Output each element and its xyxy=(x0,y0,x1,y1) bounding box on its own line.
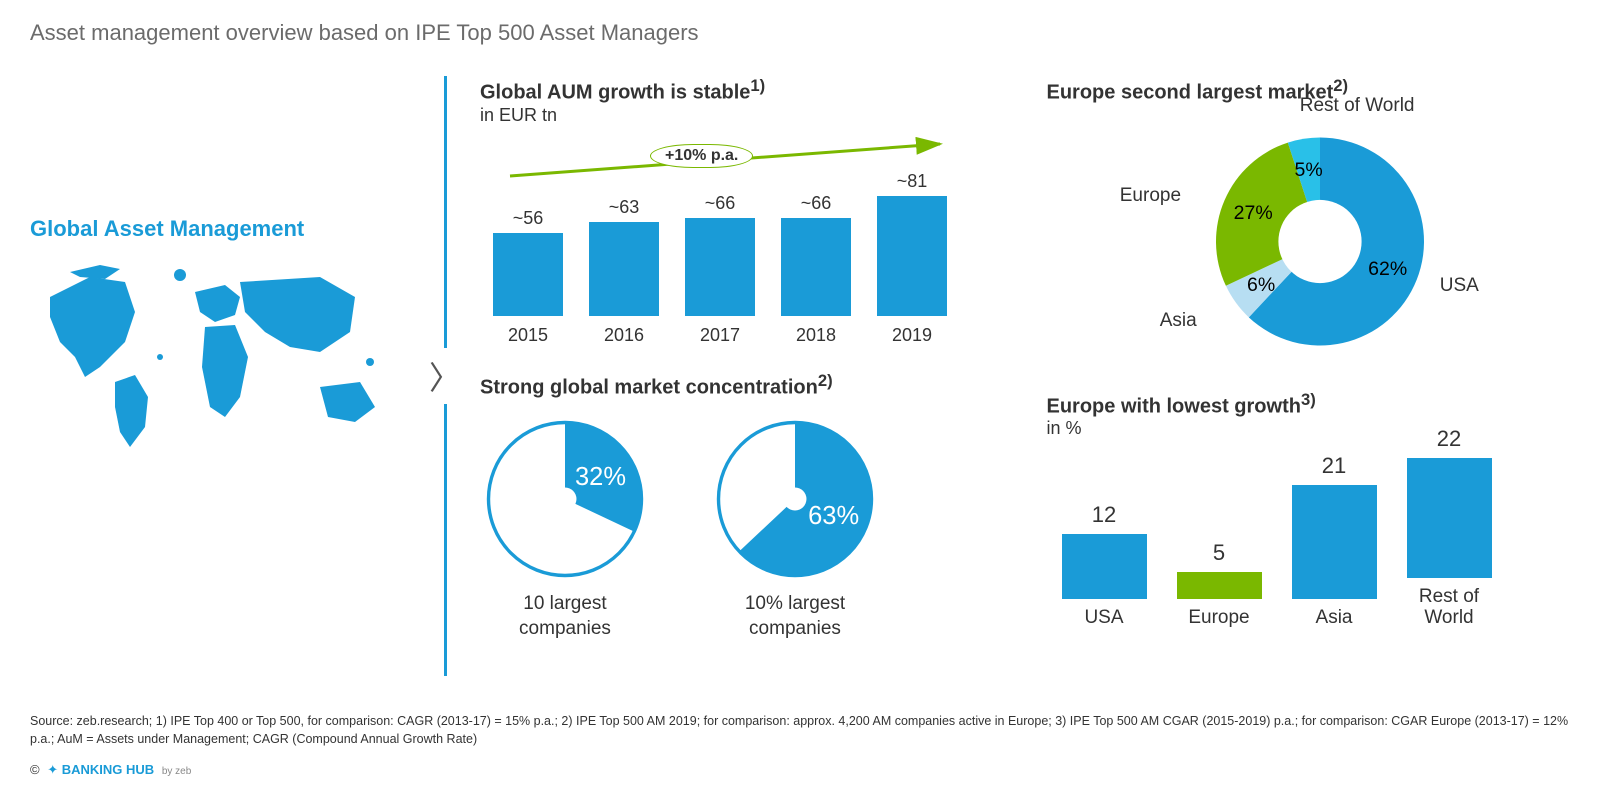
aum-bar-rect xyxy=(781,218,851,316)
growth-bar-rect xyxy=(1292,485,1377,600)
donut-pct-label: 5% xyxy=(1294,159,1322,181)
aum-bar-year: 2016 xyxy=(584,325,664,346)
aum-bar-year: 2018 xyxy=(776,325,856,346)
concentration-title-text: Strong global market concentration xyxy=(480,376,818,398)
divider-column: 〉 xyxy=(430,76,460,676)
aum-bar-rect xyxy=(685,218,755,316)
growth-bar-label: Asia xyxy=(1316,607,1353,629)
aum-bar-year: 2015 xyxy=(488,325,568,346)
aum-bar: ~66 xyxy=(776,193,856,316)
aum-bar-chart: +10% p.a. ~56~63~66~66~81 20152016201720… xyxy=(480,136,960,346)
aum-labels-row: 2015 2016 2017 2018 2019 xyxy=(480,325,960,346)
growth-bar-chart: 12USA5Europe21Asia22Rest ofWorld xyxy=(1047,449,1507,629)
growth-bar-rect xyxy=(1407,458,1492,578)
concentration-pie-svg: 32% xyxy=(480,414,650,584)
growth-bar-label: Rest ofWorld xyxy=(1419,586,1479,630)
growth-bar-rect xyxy=(1177,572,1262,599)
aum-chart-panel: Global AUM growth is stable1) in EUR tn … xyxy=(480,76,1027,346)
concentration-pie-svg: 63% xyxy=(710,414,880,584)
footer-brand-text: BANKING HUB xyxy=(62,762,154,777)
aum-bar-value: ~56 xyxy=(513,208,544,229)
growth-bar-rect xyxy=(1062,534,1147,599)
concentration-title: Strong global market concentration2) xyxy=(480,371,1027,400)
donut-chart: 62% 6% 27% 5% xyxy=(1190,105,1450,365)
growth-subtitle: in % xyxy=(1047,418,1594,439)
footer-logo-icon: ✦ xyxy=(47,762,58,777)
growth-bar-value: 12 xyxy=(1092,502,1116,528)
copyright-icon: © xyxy=(30,762,40,777)
growth-bar: 21 Asia xyxy=(1284,453,1384,629)
main-grid: Global Asset Management xyxy=(30,76,1593,676)
aum-bars-row: ~56 ~63 ~66 ~66 ~81 xyxy=(480,156,960,316)
concentration-pie: 63% 10% largestcompanies xyxy=(710,414,880,641)
donut-region: 62%6%27%5% USARest of WorldEuropeAsia xyxy=(1150,105,1490,365)
growth-bar-label: Europe xyxy=(1188,607,1249,629)
aum-chart-title-sup: 1) xyxy=(750,76,765,95)
donut-name-label: Europe xyxy=(1120,185,1181,207)
donut-name-label: USA xyxy=(1440,275,1479,297)
svg-text:32%: 32% xyxy=(575,463,626,491)
concentration-title-sup: 2) xyxy=(818,371,833,390)
growth-bar-value: 22 xyxy=(1437,426,1461,452)
growth-title-sup: 3) xyxy=(1301,390,1316,409)
aum-bar-rect xyxy=(589,222,659,315)
concentration-panel: Strong global market concentration2) 32%… xyxy=(480,371,1027,642)
concentration-caption: 10 largestcompanies xyxy=(519,592,611,641)
donut-title-text: Europe second largest market xyxy=(1047,82,1334,104)
donut-name-label: Rest of World xyxy=(1300,95,1415,117)
growth-title: Europe with lowest growth3) xyxy=(1047,390,1594,419)
growth-bar: 12 USA xyxy=(1054,502,1154,629)
aum-chart-title-text: Global AUM growth is stable xyxy=(480,82,750,104)
left-column: Global Asset Management xyxy=(30,76,410,676)
world-map-icon xyxy=(30,257,390,457)
aum-bar-year: 2017 xyxy=(680,325,760,346)
aum-bar: ~63 xyxy=(584,197,664,315)
donut-pct-label: 6% xyxy=(1247,273,1275,295)
growth-bar: 22 Rest ofWorld xyxy=(1399,426,1499,630)
middle-column: Global AUM growth is stable1) in EUR tn … xyxy=(480,76,1027,676)
donut-title-sup: 2) xyxy=(1333,76,1348,95)
aum-chart-title: Global AUM growth is stable1) xyxy=(480,76,1027,105)
right-column: Europe second largest market2) 62% 6% 27% 5… xyxy=(1047,76,1594,676)
aum-bar: ~56 xyxy=(488,208,568,316)
aum-bar-value: ~81 xyxy=(897,171,928,192)
donut-panel: Europe second largest market2) 62% 6% 27% 5… xyxy=(1047,76,1594,365)
source-footnote: Source: zeb.research; 1) IPE Top 400 or … xyxy=(30,713,1593,748)
donut-pct-label: 62% xyxy=(1368,257,1407,279)
page-title: Asset management overview based on IPE T… xyxy=(30,20,1593,46)
growth-bar-value: 5 xyxy=(1213,540,1225,566)
footer-by-text: by zeb xyxy=(162,766,191,777)
aum-bar-year: 2019 xyxy=(872,325,952,346)
growth-title-text: Europe with lowest growth xyxy=(1047,395,1301,417)
aum-bar-rect xyxy=(493,233,563,316)
footer-brand: © ✦ BANKING HUB by zeb xyxy=(30,762,191,778)
growth-bar-label: USA xyxy=(1084,607,1123,629)
svg-text:63%: 63% xyxy=(808,503,859,531)
growth-bar: 5 Europe xyxy=(1169,540,1269,629)
aum-bar-value: ~66 xyxy=(801,193,832,214)
growth-panel: Europe with lowest growth3) in % 12 USA 5 E… xyxy=(1047,390,1594,630)
aum-chart-subtitle: in EUR tn xyxy=(480,105,1027,126)
chevron-right-icon: 〉 xyxy=(429,348,461,404)
donut-pct-label: 27% xyxy=(1233,202,1272,224)
concentration-pie: 32% 10 largestcompanies xyxy=(480,414,650,641)
aum-bar-value: ~63 xyxy=(609,197,640,218)
growth-bar-value: 21 xyxy=(1322,453,1346,479)
aum-bar: ~81 xyxy=(872,171,952,316)
aum-bar: ~66 xyxy=(680,193,760,316)
global-asset-mgmt-title: Global Asset Management xyxy=(30,216,410,242)
aum-bar-value: ~66 xyxy=(705,193,736,214)
concentration-caption: 10% largestcompanies xyxy=(745,592,845,641)
concentration-row: 32% 10 largestcompanies 63% 10% largestcomp… xyxy=(480,414,1027,641)
aum-bar-rect xyxy=(877,196,947,316)
donut-name-label: Asia xyxy=(1160,310,1197,332)
